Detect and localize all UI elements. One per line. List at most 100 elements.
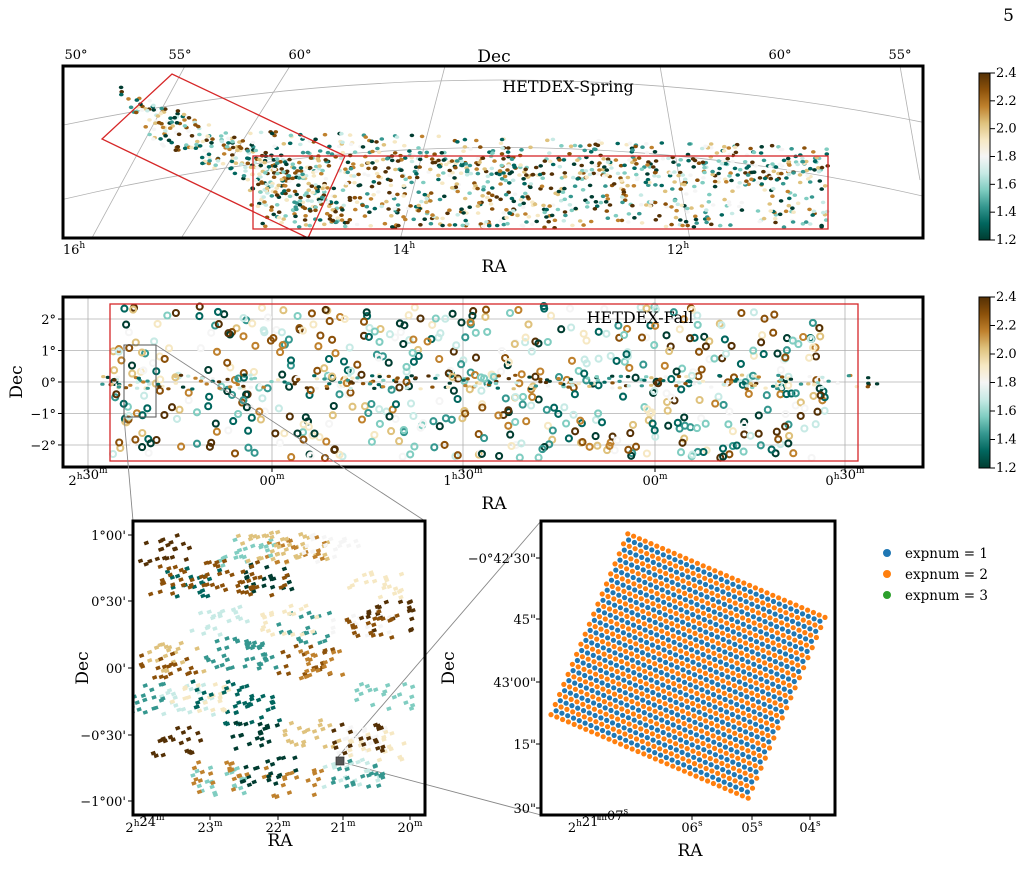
fiber-point [687,682,693,688]
fiber-point [706,565,712,571]
fiber-point [733,784,739,790]
zoom-point [289,586,295,592]
spring-point [223,131,229,135]
fiber-point [557,691,563,698]
fiber-point [570,715,577,721]
fall-point [665,347,674,356]
spring-point [646,160,651,164]
fiber-point [734,701,740,708]
zoom-point [137,558,144,564]
spring-point [151,127,157,132]
fiber-point [600,597,606,603]
fiber-point [651,654,657,661]
fiber-point [709,590,715,596]
colorbar-tick-label: 1.6 [996,177,1017,192]
spring-point [263,171,268,175]
fiber-point [574,657,581,664]
spring-point [368,197,374,201]
fiber-point [799,611,806,617]
spring-point [550,137,556,142]
spring-point [293,214,298,219]
zoom-point [371,627,377,633]
spring-point [647,180,652,185]
spring-point [447,223,452,227]
spring-point [374,171,380,176]
fiber-point [626,537,632,543]
zoom-point [286,579,293,585]
zoom-point [288,603,294,609]
fiber-point [761,701,767,707]
spring-point [366,166,371,171]
zoom-point [180,582,187,588]
fiber-point [737,726,743,733]
zoom-point [347,743,353,749]
fiber-point [776,595,782,601]
spring-point [512,165,517,169]
spring-point [219,139,225,144]
fiber-point [721,643,727,649]
spring-point [226,141,231,145]
fall-point [591,432,600,441]
fiber-point [575,705,581,711]
fiber-point [669,716,676,722]
spring-point [795,162,800,167]
fiber-point [758,629,764,635]
spring-point [174,121,180,125]
spring-point [329,152,335,156]
fall-point [631,442,641,451]
zoom-point [408,626,415,632]
zoom-point [233,555,239,560]
fall-point [293,311,302,321]
fall-point [237,386,242,390]
fall-point [144,448,153,457]
zoom-point [210,780,216,786]
fall-point [301,413,310,422]
fiber-point [664,583,670,589]
zoom-y-tick-label: 0°30' [91,595,126,610]
fiber-point [781,686,787,692]
fall-point [481,312,490,321]
fall-point [815,323,824,333]
spring-point [227,147,232,152]
zoom-point [142,683,148,688]
spring-point [262,160,268,165]
zoom-point [151,694,157,700]
fiber-point [746,713,752,719]
fiber-point [681,632,687,638]
spring-point [510,178,516,183]
spring-point [820,200,826,205]
fiber-point [650,559,656,566]
spring-point [526,215,532,219]
spring-point [510,209,516,213]
spring-point [327,214,333,218]
fiber-point [712,574,719,580]
spring-point [147,118,152,122]
fiber-point [715,688,722,694]
spring-point [615,171,621,176]
fiber-point [560,716,566,723]
spring-point [772,216,778,221]
fiber-point [611,685,617,691]
fiber-point [591,659,597,665]
fiber-point [694,690,700,697]
spring-point [820,210,826,215]
zoom-point [358,615,365,621]
spring-point [339,131,344,136]
fiber-point [660,729,666,736]
fall-point [874,382,880,386]
spring-point [785,156,791,161]
spring-point [494,195,500,199]
fiber-point [605,682,611,689]
spring-point [810,213,815,217]
fall-point [386,374,391,378]
fiber-point [582,672,588,679]
fall-point [296,377,301,382]
zoom-point [250,543,256,549]
fiber-point [617,605,624,611]
fall-point [257,383,263,387]
zoom-point [248,533,254,539]
fiber-point [738,602,744,609]
fiber-point [758,724,765,730]
fiber-point [703,677,709,683]
fiber-y-ticks: −0°42'30"45"43'00"15"30" [468,552,541,817]
